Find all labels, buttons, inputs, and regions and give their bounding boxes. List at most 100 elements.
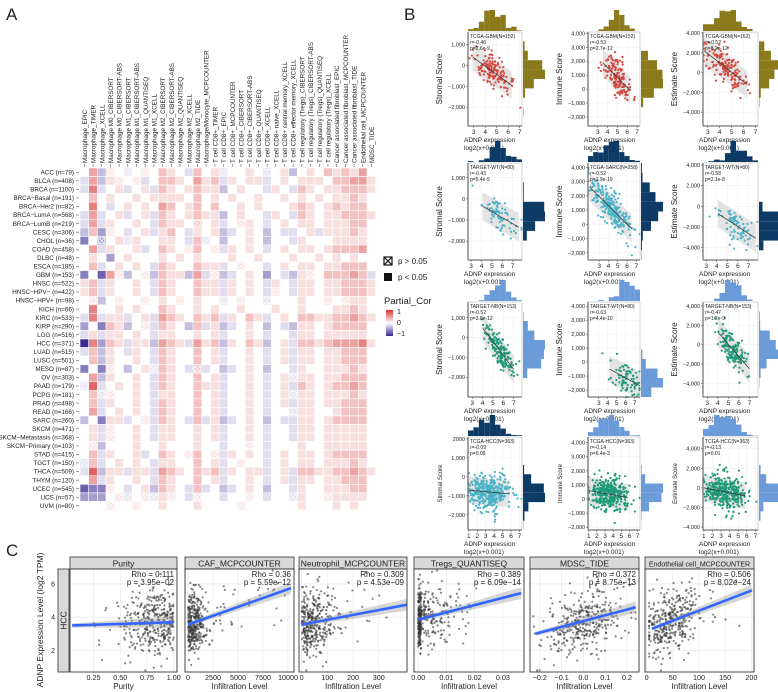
data-point <box>603 489 606 492</box>
right-histogram-bar <box>759 349 778 359</box>
heatmap-cell <box>88 381 98 391</box>
heatmap-cell <box>192 347 203 357</box>
heatmap-cell <box>297 270 307 280</box>
data-point <box>507 481 510 484</box>
heatmap-cell <box>358 458 368 468</box>
heatmap-cell <box>349 338 359 348</box>
data-point <box>475 45 478 48</box>
ns-marker <box>228 476 236 484</box>
data-point <box>478 71 481 75</box>
ns-marker <box>368 237 375 244</box>
heatmap-cell <box>227 415 237 425</box>
ns-marker <box>115 297 123 304</box>
data-point <box>485 479 488 483</box>
data-point <box>743 492 746 495</box>
data-point <box>728 58 731 62</box>
data-point <box>512 371 515 374</box>
plot-border <box>467 31 523 127</box>
heatmap-cell <box>210 167 220 177</box>
y-tick-label: 4,000 <box>686 31 700 37</box>
ns-marker <box>272 194 280 202</box>
heatmap-cell <box>288 355 298 365</box>
correlation-r: r=-0.14 <box>590 445 606 451</box>
data-point <box>504 485 507 489</box>
heatmap-cell <box>175 287 185 297</box>
data-point <box>738 381 741 384</box>
heatmap-cell <box>97 176 107 186</box>
data-point <box>511 364 515 367</box>
data-point <box>726 506 729 509</box>
data-point <box>618 192 621 196</box>
data-point <box>756 245 759 248</box>
data-point <box>591 181 594 184</box>
heatmap-cell <box>340 389 350 400</box>
heatmap-cell <box>314 261 324 271</box>
heatmap-cell <box>245 466 255 477</box>
heatmap-cell <box>140 236 150 246</box>
heatmap-cell <box>218 389 229 400</box>
data-point <box>614 67 617 70</box>
heatmap-cell <box>114 424 124 434</box>
data-point <box>625 490 628 493</box>
heatmap-cell <box>210 227 220 237</box>
heatmap-cell <box>288 415 298 425</box>
heatmap-cell <box>149 184 159 194</box>
column-label: Macrophage M0_CIBERSORT-ABS <box>117 63 124 163</box>
ns-marker <box>254 485 262 492</box>
heatmap-cell <box>245 219 255 229</box>
heatmap-cell <box>314 270 324 280</box>
heatmap-cell <box>105 466 116 477</box>
heatmap-cell <box>349 321 359 331</box>
heatmap-cell <box>331 364 342 374</box>
heatmap-cell <box>175 424 185 434</box>
heatmap-cell <box>175 184 185 194</box>
y-axis-label: Stromal Score <box>438 464 444 503</box>
data-point <box>502 364 505 368</box>
heatmap-cell <box>227 167 237 177</box>
heatmap-cell <box>158 330 168 340</box>
data-point <box>480 203 483 206</box>
heatmap-cell <box>271 270 281 280</box>
ns-marker <box>202 237 210 244</box>
heatmap-cell <box>210 458 220 468</box>
heatmap-cell <box>114 210 124 220</box>
ns-marker <box>237 254 245 262</box>
ns-marker <box>176 228 184 236</box>
heatmap-cell <box>236 381 246 391</box>
data-point <box>603 510 606 513</box>
data-point <box>731 495 734 498</box>
ns-marker <box>211 297 219 304</box>
data-point <box>490 499 493 502</box>
heatmap-cell <box>305 458 316 468</box>
heatmap-cell <box>218 210 229 220</box>
heatmap-cell <box>358 415 368 425</box>
heatmap-cell <box>253 193 263 203</box>
row-label: CESC (n=306) <box>33 229 74 236</box>
heatmap-cell <box>245 278 255 288</box>
heatmap-cell <box>88 407 98 417</box>
heatmap-cell <box>97 355 107 365</box>
right-histogram-bar <box>759 221 778 231</box>
data-point <box>499 347 502 350</box>
ns-marker <box>202 391 210 398</box>
top-histogram-bar <box>730 10 736 31</box>
ns-marker <box>254 245 262 253</box>
ns-marker <box>185 194 193 202</box>
ns-marker <box>272 493 280 501</box>
ns-marker <box>80 168 88 176</box>
data-point <box>494 60 497 63</box>
data-point <box>509 230 513 233</box>
data-point <box>497 211 501 214</box>
heatmap-cell <box>331 415 342 425</box>
data-point <box>490 67 493 70</box>
heatmap-cell <box>105 398 116 408</box>
data-point <box>507 487 510 490</box>
ns-marker <box>254 476 262 484</box>
heatmap-cell <box>149 381 159 391</box>
ns-marker <box>254 434 262 441</box>
heatmap-cell <box>271 304 281 314</box>
data-point <box>492 87 495 91</box>
heatmap-cell <box>218 219 229 229</box>
top-histogram-bar <box>473 427 479 436</box>
